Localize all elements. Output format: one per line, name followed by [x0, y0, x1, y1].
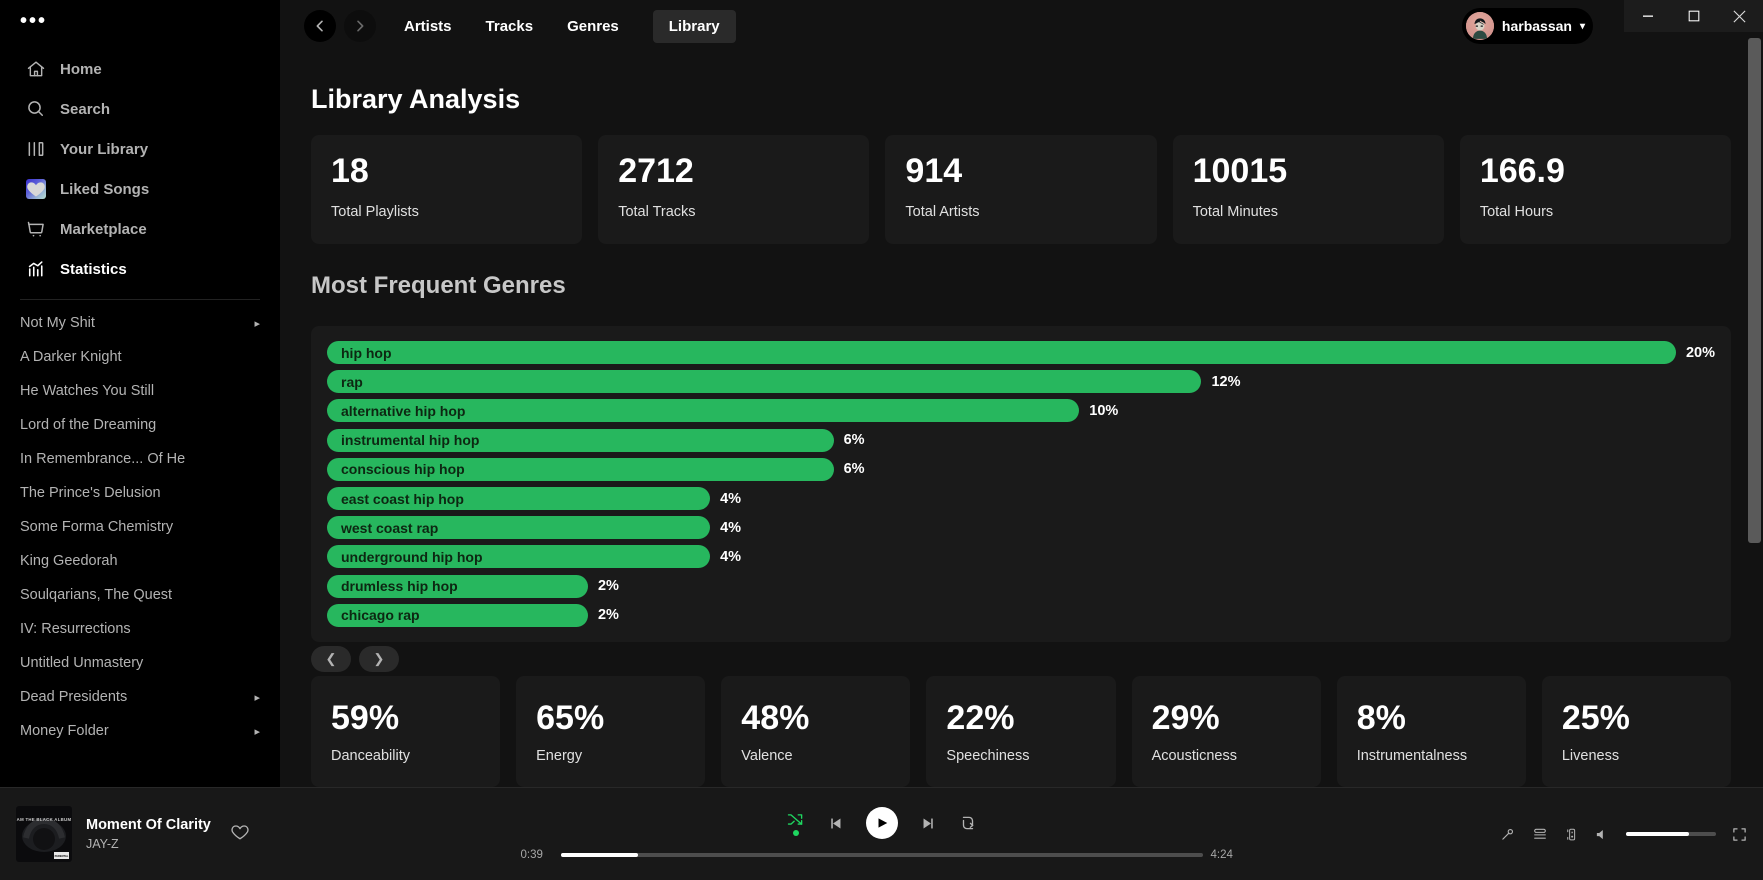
svg-text:PARENTAL: PARENTAL: [55, 854, 69, 858]
svg-text:AM THE BLACK ALBUM: AM THE BLACK ALBUM: [17, 817, 72, 822]
